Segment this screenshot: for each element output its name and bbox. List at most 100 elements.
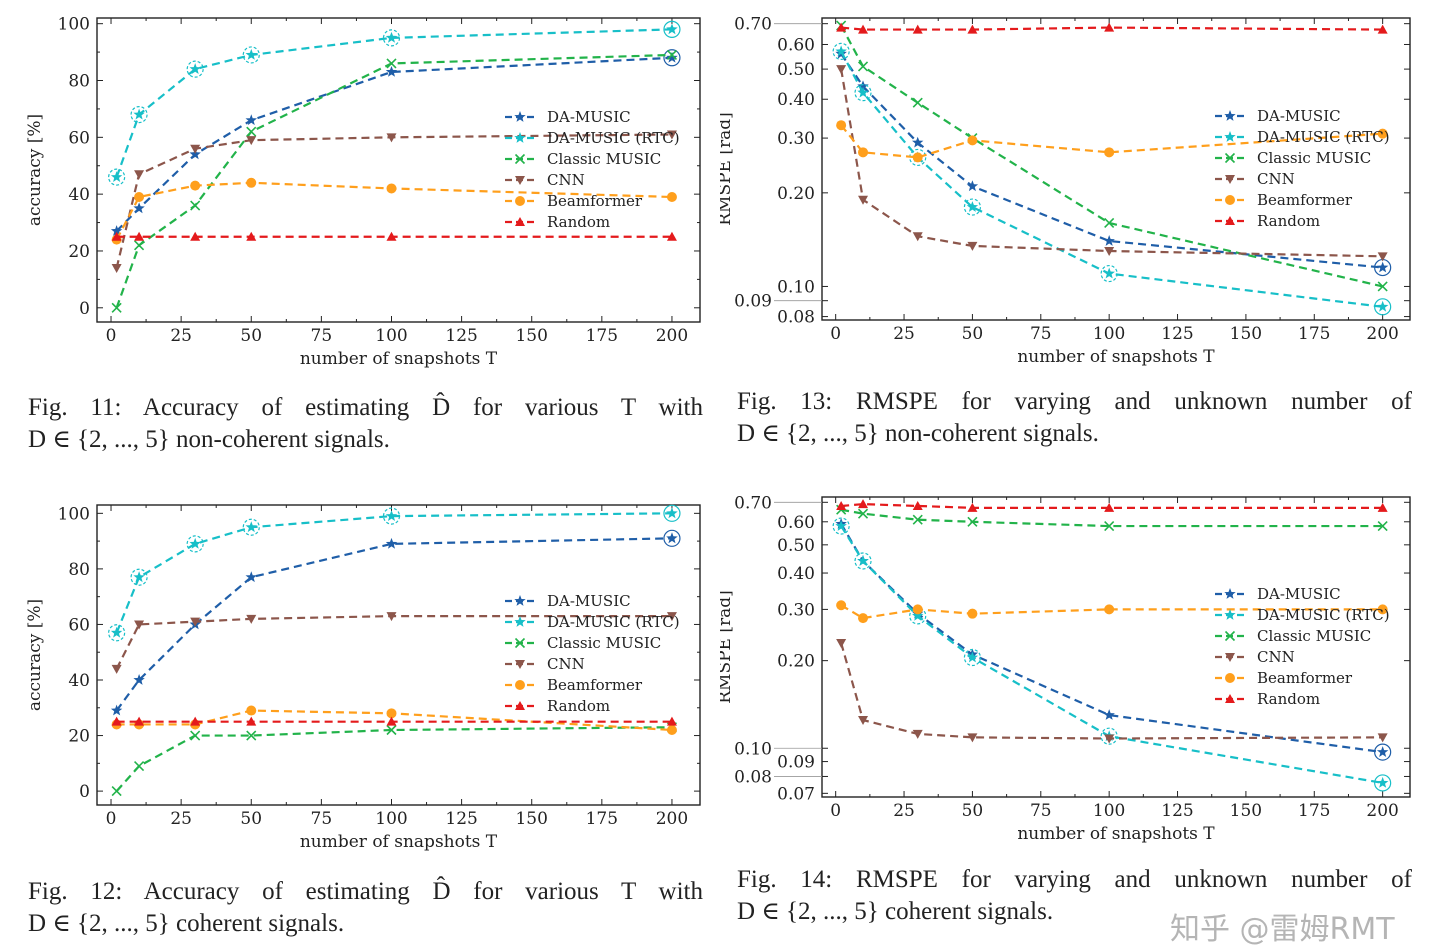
y-axis-label: accuracy [%] (25, 599, 45, 711)
x-tick-label: 100 (1093, 324, 1125, 344)
data-point (246, 716, 257, 726)
data-point (858, 716, 869, 726)
legend-marker (1225, 195, 1235, 205)
data-point (1377, 24, 1388, 34)
data-point (912, 514, 923, 525)
data-point (912, 24, 923, 34)
y-tick-label: 100 (58, 504, 90, 524)
legend-marker (1224, 152, 1236, 164)
legend-label: DA-MUSIC (1257, 107, 1341, 125)
data-point (385, 66, 398, 77)
highlight-ring (1374, 298, 1392, 316)
data-point (190, 730, 201, 741)
data-point (912, 729, 923, 739)
data-point (1104, 147, 1115, 158)
plot-frame (821, 17, 1411, 321)
highlight-ring (242, 46, 260, 64)
data-point (967, 502, 978, 512)
legend-label: Beamformer (547, 192, 643, 210)
legend-label: DA-MUSIC (RTC) (1257, 128, 1390, 146)
series-line (840, 124, 1383, 159)
data-point (386, 231, 397, 241)
data-point (966, 651, 979, 663)
data-point (836, 638, 847, 648)
y-tick-label: 0.20 (777, 184, 815, 204)
legend-item: Random (1215, 212, 1320, 230)
data-point (111, 264, 122, 274)
data-point (190, 200, 201, 211)
chart-fig11: 0 25 50 75 100 125 150 175 200 0 20 40 60 80 100 number… (25, 15, 701, 369)
x-tick-label: 125 (1161, 801, 1193, 821)
data-point (1104, 604, 1115, 615)
data-point (967, 516, 978, 527)
data-point (189, 537, 201, 549)
legend: DA-MUSIC DA-MUSIC (RTC) Classic MUSIC CNN Be… (1215, 107, 1390, 230)
legend-marker (515, 701, 525, 710)
data-point (111, 302, 122, 313)
data-point (966, 201, 979, 212)
data-point (1103, 235, 1115, 246)
highlight-ring (832, 42, 850, 61)
legend-label: Beamformer (1257, 669, 1353, 687)
data-point (858, 24, 869, 34)
highlight-ring (186, 535, 204, 553)
series-line (841, 503, 1383, 509)
x-tick-label: 125 (445, 326, 477, 346)
y-tick-label: 20 (68, 242, 90, 262)
data-point (1103, 267, 1115, 279)
series-line (840, 525, 1383, 785)
legend-marker (515, 680, 525, 690)
data-point (858, 147, 869, 158)
y-tick-label: 80 (68, 72, 90, 92)
data-point (246, 136, 257, 146)
y-tick-label: 0.07 (777, 784, 815, 804)
data-point (111, 231, 122, 241)
x-tick-label: 100 (1093, 801, 1125, 821)
y-tick-label: 0.20 (777, 652, 815, 672)
y-tick-label: 0.60 (777, 513, 815, 533)
data-point (386, 612, 397, 622)
legend-marker (514, 637, 526, 649)
data-point (1104, 521, 1115, 532)
data-point (857, 86, 869, 98)
series-line (115, 53, 672, 309)
x-tick-label: 0 (106, 809, 117, 829)
data-point (190, 716, 201, 726)
data-point (386, 58, 397, 69)
y-tick-label: 0.70 (734, 493, 772, 513)
data-point (189, 63, 201, 74)
data-point (386, 708, 397, 719)
series-line (115, 615, 672, 670)
data-point (836, 120, 847, 131)
series-cnn (111, 130, 677, 274)
highlight-ring (130, 568, 148, 586)
series-line (840, 53, 1383, 269)
legend-marker (1225, 653, 1235, 662)
data-point (967, 608, 978, 619)
data-point (1104, 217, 1115, 229)
data-point (190, 617, 201, 627)
highlight-ring (663, 504, 681, 522)
highlight-ring (1100, 264, 1118, 283)
legend-label: CNN (547, 171, 585, 189)
legend-item: CNN (1215, 648, 1295, 666)
data-point (1376, 300, 1389, 312)
caption-line: D ∈ {2, ..., 5} coherent signals. (737, 898, 1054, 925)
y-tick-label: 0 (79, 299, 90, 319)
legend-item: Beamformer (1215, 669, 1353, 687)
y-tick-label: 100 (58, 15, 90, 35)
y-tick-label: 0.70 (734, 15, 772, 35)
series-line (115, 726, 672, 792)
y-tick-label: 0.09 (734, 292, 772, 312)
data-point (912, 604, 923, 615)
data-point (1103, 709, 1115, 720)
x-axis-label: number of snapshots T (300, 349, 498, 369)
data-point (666, 191, 677, 202)
caption-fig13: Fig. 13: RMSPE for varying and unknown n… (737, 386, 1412, 450)
data-point (134, 191, 145, 202)
caption-line: Fig. 14: RMSPE for varying and unknown n… (737, 866, 1412, 893)
plot-frame (96, 504, 701, 806)
legend-item: Classic MUSIC (505, 150, 661, 168)
y-tick-label: 0.10 (734, 739, 772, 759)
highlight-ring (242, 518, 260, 536)
